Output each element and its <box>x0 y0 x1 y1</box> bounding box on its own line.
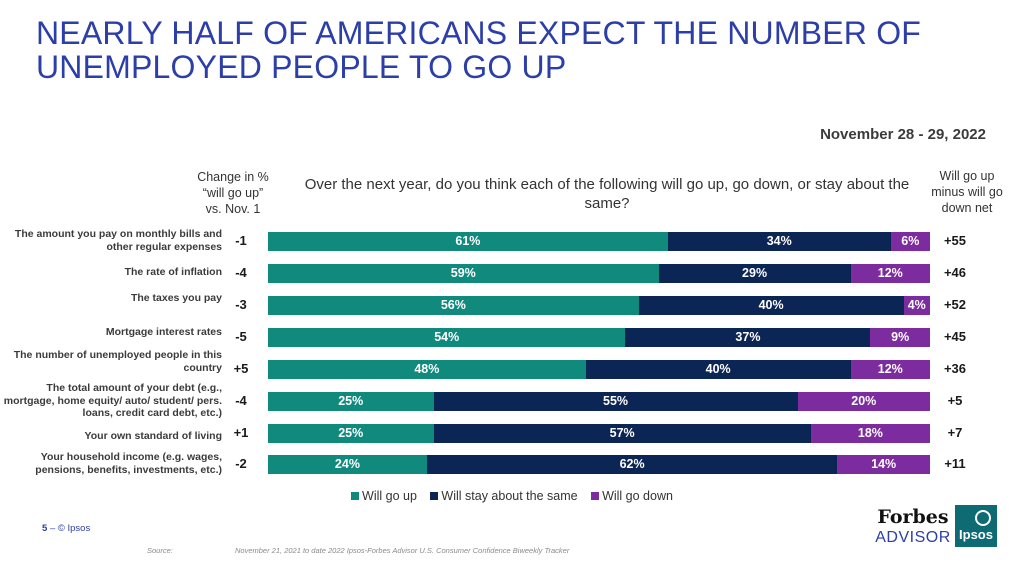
row-label: Your household income (e.g. wages, pensi… <box>35 451 222 476</box>
bar-segment-up: 61% <box>268 232 668 251</box>
net-value: +52 <box>943 297 967 312</box>
bar-segment-down: 18% <box>810 424 930 443</box>
bar-segment-up: 25% <box>268 392 434 411</box>
net-value: +7 <box>947 425 963 440</box>
bar-segment-up: 54% <box>268 328 626 347</box>
change-value: -5 <box>235 329 247 344</box>
bar-segment-down: 12% <box>850 360 930 379</box>
bar-segment-down: 9% <box>870 328 930 347</box>
bar-segment-same: 57% <box>433 424 811 443</box>
forbes-logo: Forbes <box>877 506 949 528</box>
net-value: +45 <box>943 329 967 344</box>
change-column-header: Change in % “will go up” vs. Nov. 1 <box>197 170 269 216</box>
legend-item-same: Will stay about the same <box>430 489 578 503</box>
ipsos-logo: Ipsos <box>955 505 997 547</box>
bar-segment-same: 29% <box>658 264 851 283</box>
stacked-bar: 25% 57% 18% <box>268 424 930 443</box>
page-number: 5 <box>42 523 48 534</box>
footer-page-number: 5 – © Ipsos <box>42 523 90 534</box>
survey-question: Over the next year, do you think each of… <box>304 176 910 212</box>
change-value: -3 <box>235 297 247 312</box>
legend-item-up: Will go up <box>351 489 417 503</box>
net-value: +5 <box>947 393 963 408</box>
net-column-header: Will go up minus will go down net <box>931 169 1003 215</box>
stacked-bar: 54% 37% 9% <box>268 328 930 347</box>
bar-segment-down: 6% <box>890 232 930 251</box>
net-value: +46 <box>943 265 967 280</box>
change-value: -4 <box>235 393 247 408</box>
bar-segment-down: 14% <box>837 455 930 474</box>
bar-segment-up: 59% <box>268 264 659 283</box>
bar-segment-same: 34% <box>667 232 891 251</box>
legend-item-down: Will go down <box>591 489 673 503</box>
row-label: The taxes you pay <box>130 292 222 304</box>
bar-segment-same: 55% <box>433 392 798 411</box>
bar-segment-same: 40% <box>638 296 904 315</box>
bar-segment-down: 4% <box>903 296 930 315</box>
bar-segment-same: 40% <box>585 360 851 379</box>
net-value: +36 <box>943 361 967 376</box>
bar-segment-up: 48% <box>268 360 586 379</box>
page-title: NEARLY HALF OF AMERICANS EXPECT THE NUMB… <box>36 15 922 85</box>
change-value: -2 <box>235 456 247 471</box>
stacked-bar: 25% 55% 20% <box>268 392 930 411</box>
bar-segment-down: 20% <box>797 392 930 411</box>
change-value: +5 <box>233 361 249 376</box>
ipsos-logo-text: Ipsos <box>959 527 993 542</box>
source-label: Source: <box>147 546 173 555</box>
legend-swatch-up <box>351 492 360 500</box>
row-label: The amount you pay on monthly bills and … <box>14 228 222 253</box>
row-label: The rate of inflation <box>124 266 222 278</box>
bar-segment-same: 37% <box>625 328 871 347</box>
copyright: – © Ipsos <box>49 523 91 534</box>
survey-date: November 28 - 29, 2022 <box>820 126 986 143</box>
bar-segment-up: 56% <box>268 296 639 315</box>
change-value: -4 <box>235 265 247 280</box>
advisor-logo-text: ADVISOR <box>875 529 951 546</box>
row-label: The total amount of your debt (e.g., mor… <box>3 382 222 419</box>
bar-segment-up: 24% <box>268 455 427 474</box>
row-label: Mortgage interest rates <box>105 326 222 338</box>
chart-legend: Will go up Will stay about the same Will… <box>0 489 1024 503</box>
change-value: +1 <box>233 425 249 440</box>
source-text: November 21, 2021 to date 2022 Ipsos-For… <box>235 546 570 555</box>
bar-segment-up: 25% <box>268 424 434 443</box>
legend-swatch-same <box>430 492 439 500</box>
legend-label-same: Will stay about the same <box>441 489 578 503</box>
net-value: +11 <box>944 456 966 471</box>
ipsos-logo-mark-icon <box>975 510 991 526</box>
change-value: -1 <box>235 233 247 248</box>
stacked-bar: 59% 29% 12% <box>268 264 930 283</box>
row-label: The number of unemployed people in this … <box>13 349 222 374</box>
stacked-bar: 48% 40% 12% <box>268 360 930 379</box>
legend-label-down: Will go down <box>602 489 673 503</box>
row-label: Your own standard of living <box>84 430 222 442</box>
stacked-bar: 24% 62% 14% <box>268 455 930 474</box>
legend-label-up: Will go up <box>362 489 417 503</box>
stacked-bar: 61% 34% 6% <box>268 232 930 251</box>
net-value: +55 <box>943 233 967 248</box>
legend-swatch-down <box>591 492 600 500</box>
bar-segment-down: 12% <box>850 264 930 283</box>
bar-segment-same: 62% <box>426 455 838 474</box>
stacked-bar: 56% 40% 4% <box>268 296 930 315</box>
